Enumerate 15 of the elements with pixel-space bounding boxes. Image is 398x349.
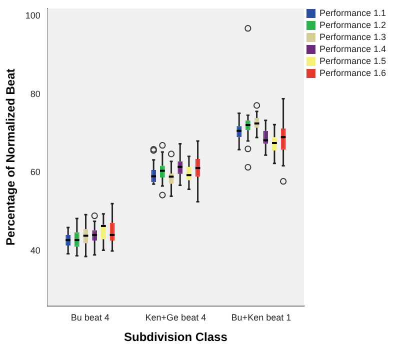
x-tick-label: Ken+Ge beat 4 bbox=[145, 312, 206, 323]
legend-label: Performance 1.5 bbox=[319, 56, 386, 66]
y-tick-label: 100 bbox=[25, 10, 40, 21]
x-tick-label: Bu beat 4 bbox=[70, 312, 110, 323]
y-tick-label: 60 bbox=[30, 167, 40, 178]
y-axis-title: Percentage of Normalized Beat bbox=[4, 68, 18, 246]
legend-label: Performance 1.3 bbox=[319, 32, 386, 42]
legend-label: Performance 1.2 bbox=[319, 20, 386, 30]
x-axis-title: Subdivision Class bbox=[124, 330, 228, 344]
legend-label: Performance 1.1 bbox=[319, 8, 386, 18]
y-tick-label: 80 bbox=[30, 88, 40, 99]
legend-label: Performance 1.4 bbox=[319, 44, 386, 54]
x-tick-label: Bu+Ken beat 1 bbox=[231, 312, 292, 323]
y-tick-label: 40 bbox=[30, 246, 40, 256]
legend-label: Performance 1.6 bbox=[319, 68, 386, 78]
